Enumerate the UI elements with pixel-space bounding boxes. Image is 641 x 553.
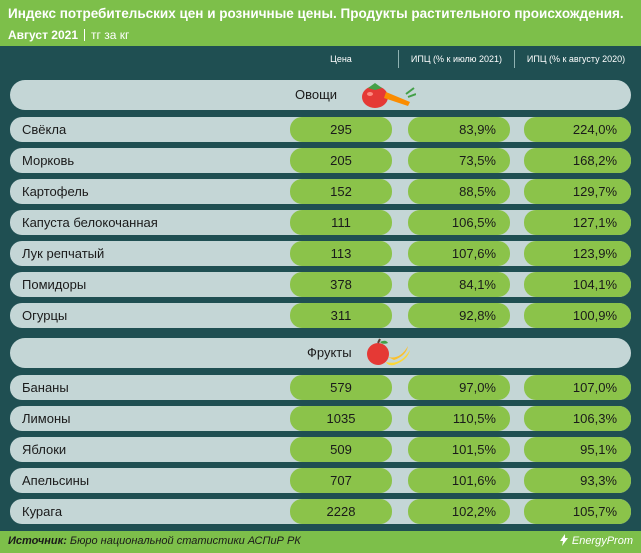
column-divider xyxy=(514,50,515,68)
column-header-price: Цена xyxy=(330,54,352,64)
ipc-month-cell: 84,1% xyxy=(408,272,510,297)
page-subtitle: Август 2021 тг за кг xyxy=(8,28,129,42)
fruits-icon xyxy=(367,338,410,366)
ipc-year-cell: 168,2% xyxy=(524,148,631,173)
ipc-month-cell: 83,9% xyxy=(408,117,510,142)
period-label: Август 2021 xyxy=(8,28,78,42)
table-row: Огурцы 311 92,8% 100,9% xyxy=(10,303,631,328)
ipc-year-cell: 106,3% xyxy=(524,406,631,431)
table-row: Яблоки 509 101,5% 95,1% xyxy=(10,437,631,462)
price-cell: 152 xyxy=(290,179,392,204)
ipc-year-cell: 129,7% xyxy=(524,179,631,204)
ipc-year-cell: 224,0% xyxy=(524,117,631,142)
price-cell: 295 xyxy=(290,117,392,142)
unit-label: тг за кг xyxy=(91,28,130,42)
price-cell: 378 xyxy=(290,272,392,297)
page-title: Индекс потребительских цен и розничные ц… xyxy=(8,6,624,21)
product-name: Морковь xyxy=(22,153,75,168)
product-name: Лимоны xyxy=(22,411,71,426)
table-row: Бананы 579 97,0% 107,0% xyxy=(10,375,631,400)
table-row: Курага 2228 102,2% 105,7% xyxy=(10,499,631,524)
ipc-year-cell: 104,1% xyxy=(524,272,631,297)
section-title: Овощи xyxy=(295,87,338,102)
column-header-ipc-year: ИПЦ (% к августу 2020) xyxy=(526,54,626,64)
product-name: Яблоки xyxy=(22,442,67,457)
ipc-month-cell: 106,5% xyxy=(408,210,510,235)
ipc-month-cell: 107,6% xyxy=(408,241,510,266)
table-row: Картофель 152 88,5% 129,7% xyxy=(10,179,631,204)
table-row: Апельсины 707 101,6% 93,3% xyxy=(10,468,631,493)
product-name: Апельсины xyxy=(22,473,90,488)
price-cell: 707 xyxy=(290,468,392,493)
ipc-year-cell: 100,9% xyxy=(524,303,631,328)
ipc-month-cell: 101,6% xyxy=(408,468,510,493)
product-name: Картофель xyxy=(22,184,89,199)
ipc-year-cell: 123,9% xyxy=(524,241,631,266)
table-row: Капуста белокочанная 111 106,5% 127,1% xyxy=(10,210,631,235)
column-divider xyxy=(398,50,399,68)
table-row: Помидоры 378 84,1% 104,1% xyxy=(10,272,631,297)
product-name: Бананы xyxy=(22,380,69,395)
subtitle-divider xyxy=(84,29,85,41)
product-name: Свёкла xyxy=(22,122,67,137)
source-text: Бюро национальной статистики АСПиР РК xyxy=(69,535,301,547)
brand-name: EnergyProm xyxy=(571,535,633,547)
ipc-month-cell: 101,5% xyxy=(408,437,510,462)
price-cell: 111 xyxy=(290,210,392,235)
section-header-vegetables: Овощи xyxy=(10,80,631,110)
product-name: Помидоры xyxy=(22,277,87,292)
ipc-month-cell: 110,5% xyxy=(408,406,510,431)
price-cell: 1035 xyxy=(290,406,392,431)
product-name: Лук репчатый xyxy=(22,246,105,261)
header-bar: Индекс потребительских цен и розничные ц… xyxy=(0,0,641,46)
ipc-month-cell: 102,2% xyxy=(408,499,510,524)
ipc-year-cell: 107,0% xyxy=(524,375,631,400)
brand-logo: EnergyProm xyxy=(559,534,633,547)
ipc-month-cell: 88,5% xyxy=(408,179,510,204)
section-title: Фрукты xyxy=(307,345,352,360)
ipc-month-cell: 97,0% xyxy=(408,375,510,400)
product-name: Огурцы xyxy=(22,308,68,323)
product-name: Курага xyxy=(22,504,63,519)
lightning-icon xyxy=(559,534,568,546)
ipc-year-cell: 93,3% xyxy=(524,468,631,493)
column-header-ipc-month: ИПЦ (% к июлю 2021) xyxy=(410,54,503,64)
table-row: Свёкла 295 83,9% 224,0% xyxy=(10,117,631,142)
ipc-year-cell: 95,1% xyxy=(524,437,631,462)
source-label: Источник: xyxy=(8,535,67,547)
price-cell: 509 xyxy=(290,437,392,462)
product-name: Капуста белокочанная xyxy=(22,215,158,230)
ipc-month-cell: 73,5% xyxy=(408,148,510,173)
price-cell: 113 xyxy=(290,241,392,266)
section-header-fruits: Фрукты xyxy=(10,338,631,368)
price-cell: 205 xyxy=(290,148,392,173)
price-cell: 311 xyxy=(290,303,392,328)
ipc-month-cell: 92,8% xyxy=(408,303,510,328)
table-row: Лимоны 1035 110,5% 106,3% xyxy=(10,406,631,431)
footer-bar: Источник: Бюро национальной статистики А… xyxy=(0,531,641,553)
table-row: Морковь 205 73,5% 168,2% xyxy=(10,148,631,173)
source-note: Источник: Бюро национальной статистики А… xyxy=(8,535,301,547)
vegetables-icon xyxy=(362,83,416,108)
table-row: Лук репчатый 113 107,6% 123,9% xyxy=(10,241,631,266)
ipc-year-cell: 105,7% xyxy=(524,499,631,524)
ipc-year-cell: 127,1% xyxy=(524,210,631,235)
price-cell: 2228 xyxy=(290,499,392,524)
price-cell: 579 xyxy=(290,375,392,400)
